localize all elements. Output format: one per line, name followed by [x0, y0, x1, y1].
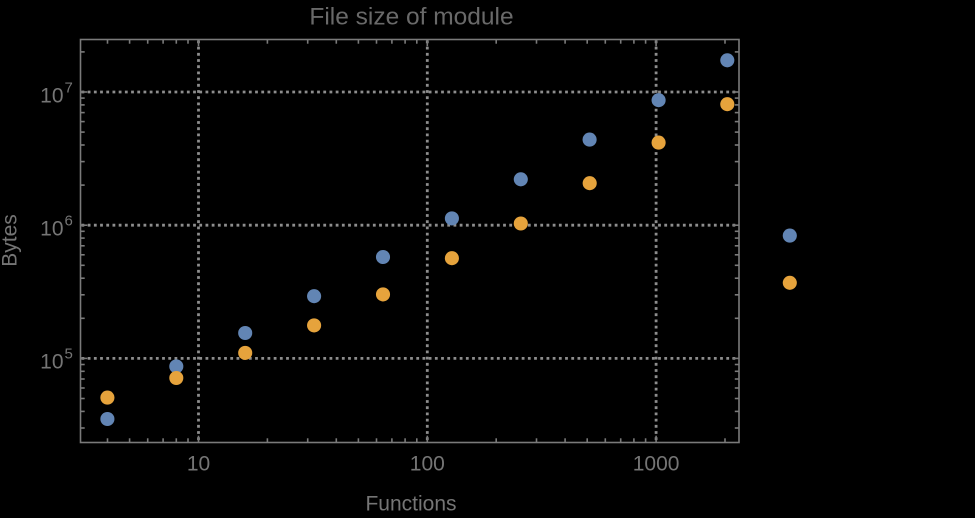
svg-text:5: 5	[65, 346, 73, 363]
svg-text:100: 100	[410, 453, 445, 476]
svg-text:6: 6	[65, 213, 73, 230]
svg-text:10: 10	[187, 453, 210, 476]
svg-text:7: 7	[65, 79, 73, 96]
svg-text:10: 10	[40, 218, 63, 241]
svg-text:10: 10	[40, 351, 63, 374]
svg-text:1000: 1000	[633, 453, 680, 476]
svg-text:File size of module: File size of module	[309, 3, 513, 30]
svg-text:Functions: Functions	[365, 493, 456, 514]
svg-text:Bytes: Bytes	[0, 214, 22, 267]
svg-text:10: 10	[40, 84, 63, 107]
